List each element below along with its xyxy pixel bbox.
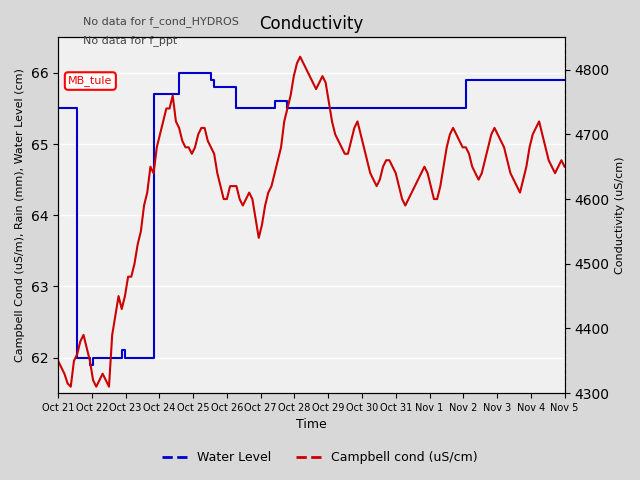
Text: MB_tule: MB_tule xyxy=(68,75,113,86)
Y-axis label: Campbell Cond (uS/m), Rain (mm), Water Level (cm): Campbell Cond (uS/m), Rain (mm), Water L… xyxy=(15,68,25,362)
Y-axis label: Conductivity (uS/cm): Conductivity (uS/cm) xyxy=(615,156,625,274)
Legend: Water Level, Campbell cond (uS/cm): Water Level, Campbell cond (uS/cm) xyxy=(157,446,483,469)
X-axis label: Time: Time xyxy=(296,419,326,432)
Text: No data for f_ppt: No data for f_ppt xyxy=(83,35,177,46)
Text: No data for f_cond_HYDROS: No data for f_cond_HYDROS xyxy=(83,16,239,27)
Title: Conductivity: Conductivity xyxy=(259,15,364,33)
